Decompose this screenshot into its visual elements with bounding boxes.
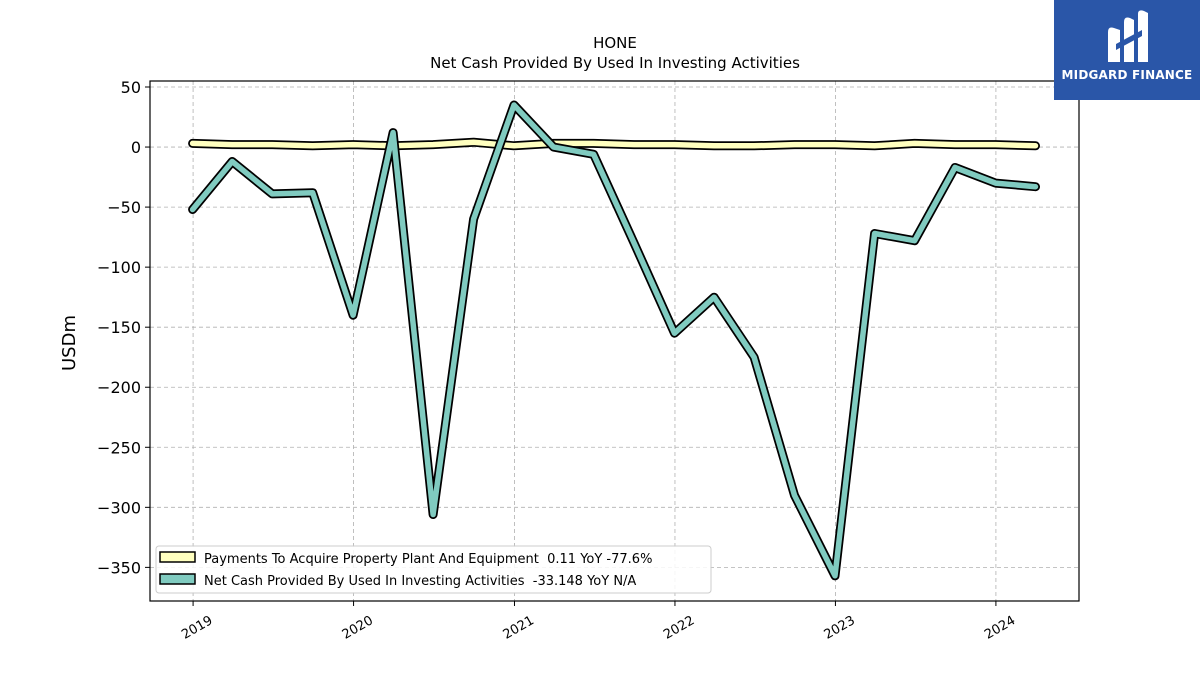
brand-logo: MIDGARD FINANCE — [1054, 0, 1200, 100]
y-tick-label: −250 — [97, 438, 141, 457]
grid-lines — [150, 81, 1079, 601]
legend-label-investing: Net Cash Provided By Used In Investing A… — [204, 574, 636, 589]
x-tick-label: 2021 — [501, 613, 537, 643]
y-tick-label: −150 — [97, 318, 141, 337]
series-ppe-line — [189, 139, 1039, 149]
legend-swatch-investing — [159, 573, 196, 585]
y-tick-label: 50 — [121, 78, 141, 97]
chart-title: HONE — [593, 34, 637, 52]
y-tick-label: −50 — [107, 198, 141, 217]
y-tick-label: 0 — [131, 138, 141, 157]
series-layer — [188, 100, 1040, 581]
x-tick-label: 2019 — [179, 613, 215, 643]
y-tick-label: −200 — [97, 378, 141, 397]
x-tick-label: 2020 — [340, 613, 376, 643]
y-tick-label: −100 — [97, 258, 141, 277]
series-investing-line-outline — [188, 100, 1040, 581]
y-axis-label: USDm — [59, 315, 80, 371]
y-tick-label: −350 — [97, 558, 141, 577]
series-investing-line — [189, 102, 1039, 579]
x-tick-label: 2023 — [822, 613, 858, 643]
brand-name: MIDGARD FINANCE — [1061, 68, 1193, 82]
legend-label-ppe: Payments To Acquire Property Plant And E… — [204, 552, 652, 567]
y-axis-ticks: 50 0 −50 −100 −150 −200 −250 −300 −350 — [97, 78, 150, 577]
x-tick-label: 2024 — [982, 613, 1018, 643]
chart-subtitle: Net Cash Provided By Used In Investing A… — [430, 54, 800, 72]
plot-frame — [149, 80, 1080, 602]
legend-swatch-ppe — [159, 551, 196, 563]
logo-mark-icon — [1108, 10, 1148, 62]
x-axis-ticks: 2019 2020 2021 2022 2023 2024 — [179, 601, 1018, 643]
legend-box — [155, 545, 712, 594]
y-tick-label: −300 — [97, 498, 141, 517]
legend: Payments To Acquire Property Plant And E… — [155, 545, 712, 594]
x-tick-label: 2022 — [661, 613, 697, 643]
